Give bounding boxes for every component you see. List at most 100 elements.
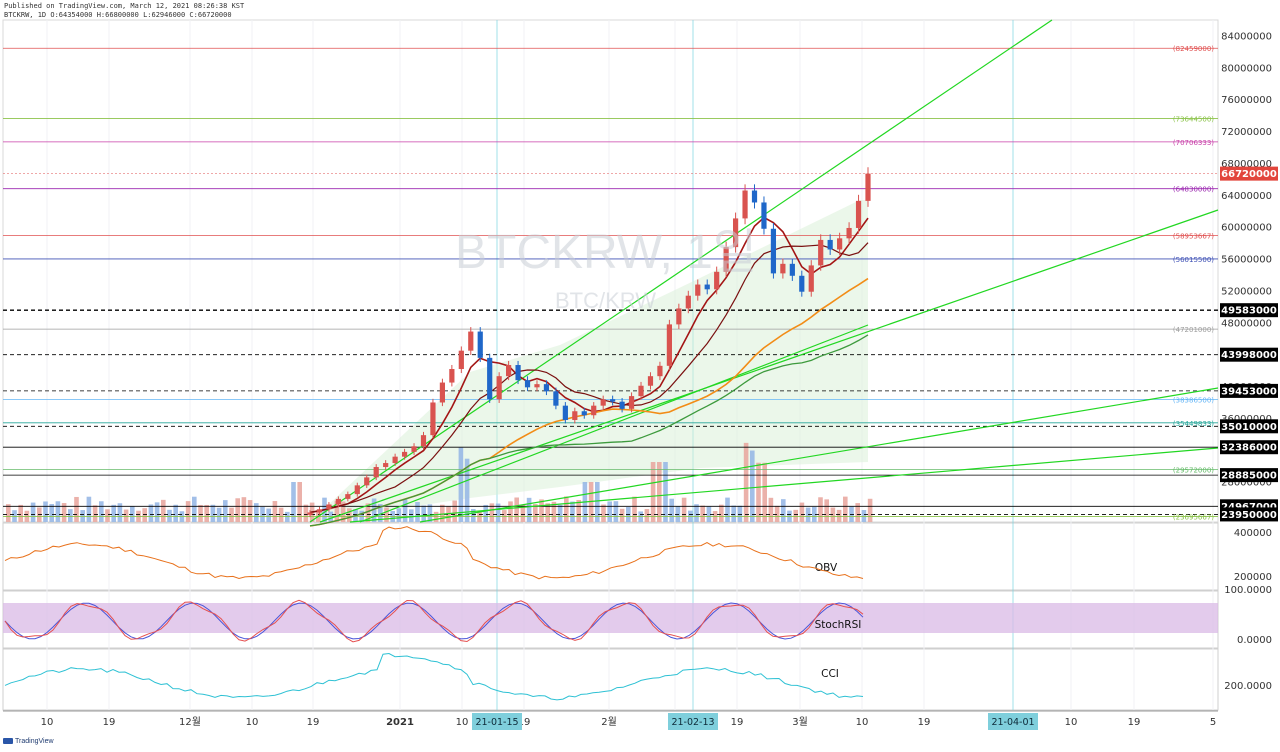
volume-bar (843, 496, 848, 522)
cloud-band (310, 200, 868, 522)
y-tick-label: 28000000 (1221, 478, 1272, 489)
level-box-label: 32386000 (1221, 443, 1277, 454)
level-box-label: 35010000 (1221, 422, 1277, 433)
volume-bar (161, 499, 166, 522)
candle-body (846, 227, 852, 239)
indicator-label: OBV (815, 562, 838, 574)
volume-bar (781, 499, 786, 522)
volume-bar (371, 498, 377, 522)
candle-body (732, 218, 739, 248)
volume-bar (204, 504, 209, 522)
volume-bar (18, 504, 23, 522)
y-tick-label: 76000000 (1221, 95, 1272, 106)
volume-bar (681, 497, 687, 522)
volume-bar (799, 502, 805, 522)
band-cloud (310, 200, 868, 522)
volume-bar (43, 501, 48, 522)
volume-bar (229, 507, 234, 522)
volume-bar (80, 510, 85, 522)
candles (307, 167, 871, 518)
volume-bar (117, 503, 123, 522)
indicator-label: StochRSI (815, 619, 862, 631)
volume-bar (210, 504, 216, 522)
x-tick-label: 19 (918, 717, 931, 728)
candle-body (487, 357, 493, 400)
volume-bar (564, 496, 569, 522)
volume-bar (526, 497, 532, 522)
volume-bar (836, 509, 842, 522)
x-tick-label: 12월 (179, 716, 201, 728)
x-tick-label: 10 (456, 717, 469, 728)
x-tick-label: 10 (856, 717, 869, 728)
level-box-label: 23950000 (1221, 510, 1277, 521)
candle-body (581, 411, 587, 416)
volume-bar (725, 497, 730, 522)
level-label: (70706333) (1173, 139, 1214, 147)
tradingview-brand[interactable]: TradingView (3, 738, 54, 745)
candle-body (808, 265, 814, 292)
y-tick-label: 56000000 (1221, 255, 1272, 266)
volume-bar (68, 509, 73, 522)
volume-bar (495, 503, 501, 522)
volume-bar (619, 508, 625, 522)
y-tick-label: 72000000 (1221, 127, 1272, 138)
volume-bar (855, 503, 860, 522)
volume-bar (607, 501, 612, 522)
candle-body (316, 509, 323, 513)
volume-bar (452, 500, 457, 522)
volume-bar (545, 503, 550, 522)
volume-bar (650, 462, 656, 522)
indicator-line (4, 526, 864, 580)
volume-bar (223, 500, 228, 522)
volume-bar (278, 507, 284, 522)
indicator-y-tick: 0.0000 (1237, 635, 1272, 646)
candle-body (865, 173, 871, 201)
indicator-line-d (4, 599, 864, 643)
volume-bar (303, 504, 309, 522)
candle-body (420, 435, 427, 447)
candle-body (392, 456, 398, 464)
level-label: (82459000) (1173, 45, 1214, 53)
level-box-label: 43998000 (1221, 350, 1277, 361)
volume-bar (92, 505, 98, 522)
level-box (1220, 440, 1278, 455)
y-tick-label: 64000000 (1221, 191, 1272, 202)
level-label: (29572000) (1173, 467, 1214, 475)
volume-bar (595, 482, 600, 522)
volume-bar (867, 498, 873, 522)
date-tag (988, 713, 1038, 730)
volume-bar (731, 505, 736, 522)
volume-bar (700, 505, 705, 522)
volume-bar (613, 501, 619, 522)
volume-bar (148, 504, 154, 522)
date-tag (668, 713, 718, 730)
level-box-label: 24967000 (1221, 502, 1277, 513)
candle-body (676, 308, 682, 325)
volume-bar (743, 442, 749, 522)
volume-bar (520, 504, 526, 522)
volume-bar (818, 497, 823, 522)
volume-bar (192, 496, 197, 522)
level-label: (23695667) (1173, 513, 1214, 521)
volume-bar (657, 462, 662, 522)
sma-slow-line (309, 334, 869, 527)
volume-bar (272, 501, 278, 522)
trend-line (319, 209, 1219, 523)
candle-body (666, 324, 672, 366)
level-box-label: 49583000 (1221, 306, 1277, 317)
volume-bar (464, 458, 470, 522)
candle-body (477, 331, 483, 358)
published-caption: Published on TradingView.com, March 12, … (4, 2, 245, 10)
x-tick-label: 2월 (601, 716, 617, 728)
volume-bar (266, 508, 271, 522)
level-label: (38386500) (1173, 396, 1214, 404)
level-box (1220, 507, 1278, 522)
volume-bar (402, 499, 408, 522)
candle-body (657, 365, 663, 377)
volume-bar (483, 504, 488, 522)
candle-body (855, 200, 862, 228)
stochrsi-band (3, 603, 1218, 633)
x-tick-label: 3월 (792, 716, 808, 728)
x-tick-label: 19 (103, 717, 116, 728)
level-box (1220, 303, 1278, 318)
